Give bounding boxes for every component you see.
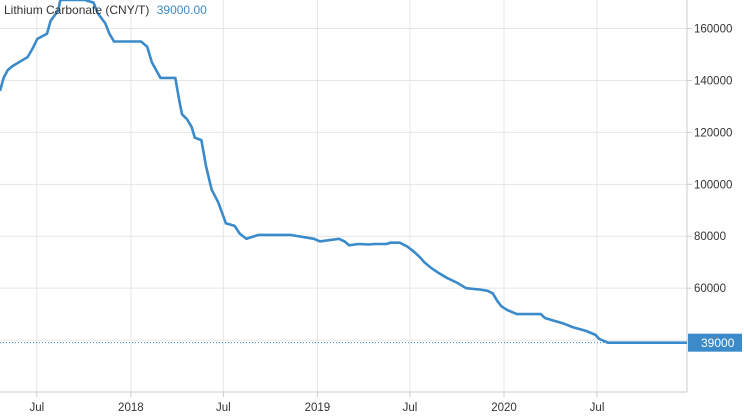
x-tick-label: Jul [403,402,418,414]
last-value-label: 39000 [701,336,735,350]
y-tick-label: 60000 [694,283,726,295]
last-value-badge: 39000 [688,333,742,352]
series-group [0,0,687,344]
x-tick-label: Jul [216,402,231,414]
series-line [0,0,687,344]
chart-legend: Lithium Carbonate (CNY/T) 39000.00 [4,3,207,17]
x-tick-label: 2020 [491,402,517,414]
x-axis-ticks: Jul 2018 Jul 2019 Jul 2020 Jul [29,392,604,414]
x-tick-label: Jul [590,402,605,414]
last-value-badge-bg [688,333,742,352]
y-tick-label: 120000 [694,127,732,139]
axes [0,0,688,393]
y-axis-ticks: 400006000080000100000120000140000160000 [687,24,732,347]
legend-last-value: 39000.00 [156,3,207,17]
y-tick-label: 100000 [694,179,732,191]
x-tick-label: 2018 [118,402,144,414]
y-tick-label: 160000 [694,24,732,36]
y-tick-label: 80000 [694,231,726,243]
x-tick-label: Jul [29,402,44,414]
y-tick-label: 140000 [694,75,732,87]
grid-lines [0,0,687,392]
legend-series-name: Lithium Carbonate (CNY/T) [4,3,150,17]
x-tick-label: 2019 [305,402,331,414]
